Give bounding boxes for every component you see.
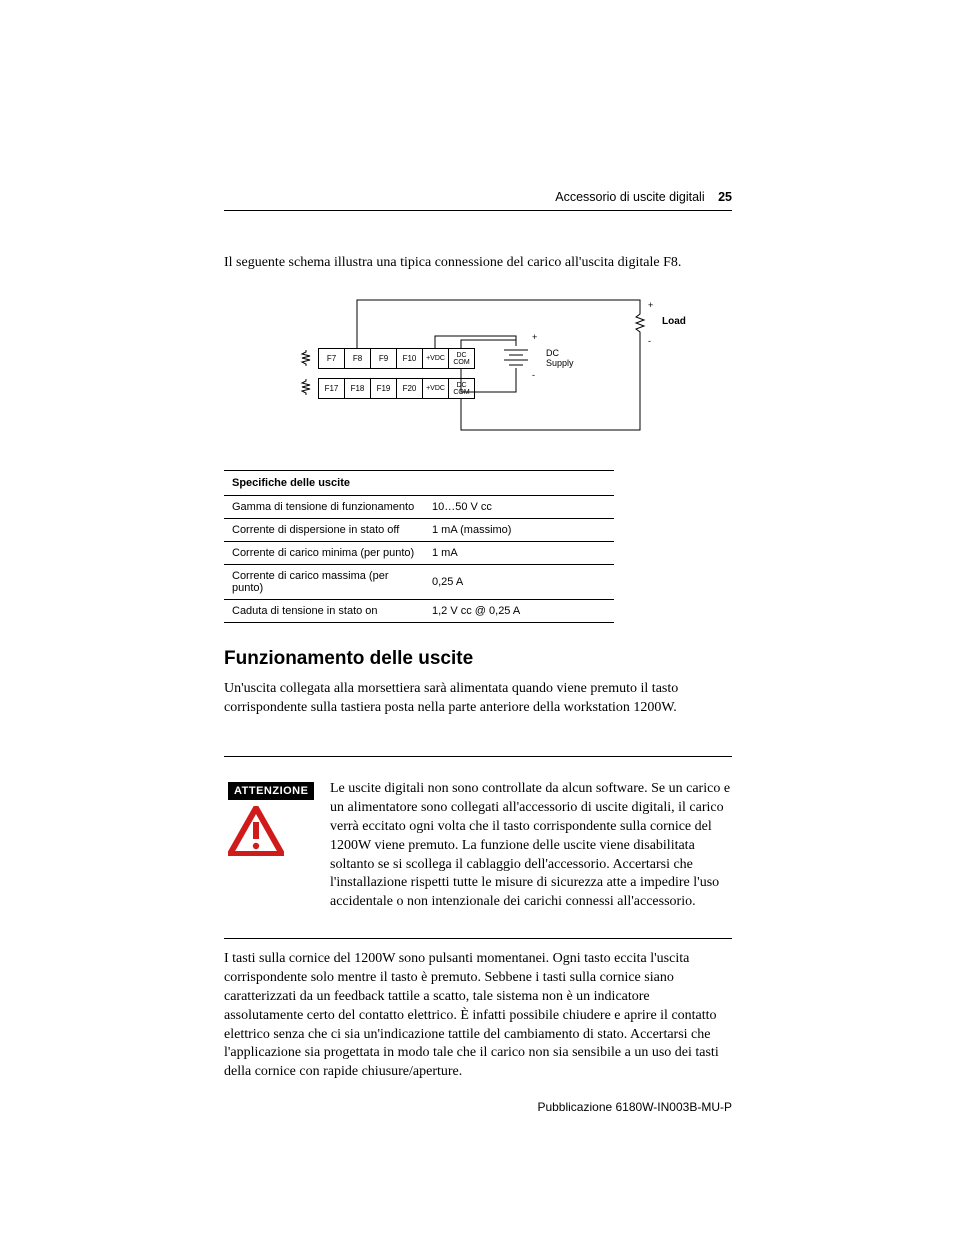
- spec-name: Corrente di carico massima (per punto): [224, 565, 424, 600]
- attention-rule-top: [224, 756, 732, 757]
- supply-minus: -: [532, 370, 535, 380]
- header-rule: [224, 210, 732, 211]
- attention-rule-bottom: [224, 938, 732, 939]
- attention-text: Le uscite digitali non sono controllate …: [330, 780, 732, 912]
- intro-paragraph: Il seguente schema illustra una tipica c…: [224, 254, 732, 273]
- terminal-cell: F7: [319, 349, 345, 369]
- spec-value: 1 mA (massimo): [424, 519, 614, 542]
- terminal-cell: F10: [397, 349, 423, 369]
- spec-value: 1,2 V cc @ 0,25 A: [424, 600, 614, 623]
- table-row: Corrente di carico minima (per punto) 1 …: [224, 542, 614, 565]
- supply-label: DC Supply: [546, 348, 586, 368]
- spec-table: Specifiche delle uscite Gamma di tension…: [224, 470, 614, 623]
- warning-triangle-icon: [228, 806, 284, 856]
- page-number: 25: [718, 190, 732, 204]
- terminal-cell: +VDC: [423, 349, 449, 369]
- spec-value: 0,25 A: [424, 565, 614, 600]
- supply-plus: +: [532, 332, 537, 342]
- terminal-cell: F8: [345, 349, 371, 369]
- terminal-row-1: F7 F8 F9 F10 +VDC DC COM: [318, 348, 475, 369]
- load-label: Load: [662, 316, 686, 327]
- table-row: Corrente di carico massima (per punto) 0…: [224, 565, 614, 600]
- spec-name: Corrente di carico minima (per punto): [224, 542, 424, 565]
- terminal-cell: F9: [371, 349, 397, 369]
- table-row: Caduta di tensione in stato on 1,2 V cc …: [224, 600, 614, 623]
- terminal-cell: DC COM: [449, 349, 475, 369]
- attention-label: ATTENZIONE: [228, 782, 314, 800]
- header-title: Accessorio di uscite digitali: [555, 190, 704, 204]
- load-plus: +: [648, 300, 653, 310]
- terminal-row-2: F17 F18 F19 F20 +VDC DC COM: [318, 378, 475, 399]
- schematic-diagram: F7 F8 F9 F10 +VDC DC COM F17 F18 F19 F20…: [300, 292, 730, 440]
- after-attention-paragraph: I tasti sulla cornice del 1200W sono pul…: [224, 950, 732, 1082]
- spec-name: Gamma di tensione di funzionamento: [224, 496, 424, 519]
- spec-table-title: Specifiche delle uscite: [224, 471, 614, 496]
- table-row: Corrente di dispersione in stato off 1 m…: [224, 519, 614, 542]
- spec-name: Caduta di tensione in stato on: [224, 600, 424, 623]
- section-heading: Funzionamento delle uscite: [224, 648, 473, 670]
- terminal-cell: F20: [397, 379, 423, 399]
- terminal-cell: F18: [345, 379, 371, 399]
- publication-line: Pubblicazione 6180W-IN003B-MU-P: [224, 1100, 732, 1114]
- section-paragraph: Un'uscita collegata alla morsettiera sar…: [224, 680, 732, 718]
- terminal-cell: F17: [319, 379, 345, 399]
- spec-value: 1 mA: [424, 542, 614, 565]
- spec-name: Corrente di dispersione in stato off: [224, 519, 424, 542]
- table-row: Gamma di tensione di funzionamento 10…50…: [224, 496, 614, 519]
- terminal-cell: DC COM: [449, 379, 475, 399]
- load-minus: -: [648, 336, 651, 346]
- running-header: Accessorio di uscite digitali 25: [224, 190, 732, 204]
- terminal-cell: F19: [371, 379, 397, 399]
- spec-value: 10…50 V cc: [424, 496, 614, 519]
- terminal-cell: +VDC: [423, 379, 449, 399]
